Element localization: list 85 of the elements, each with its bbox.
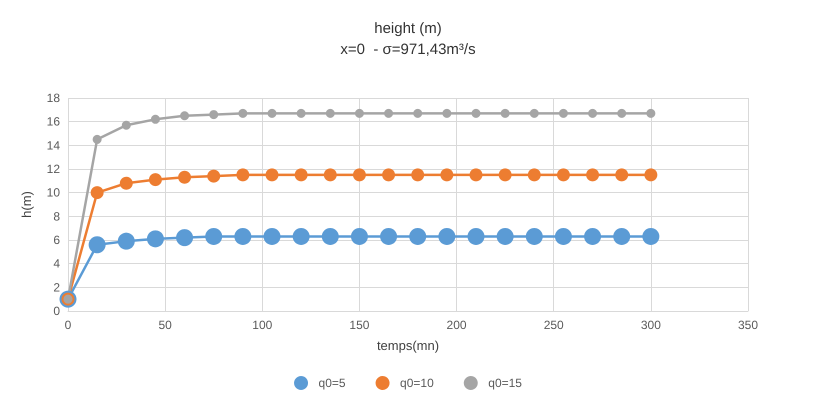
chart-title: height (m): [374, 20, 442, 37]
point: [148, 173, 162, 186]
point: [384, 108, 394, 118]
point: [324, 168, 337, 182]
point: [88, 236, 106, 254]
point: [470, 168, 482, 182]
point: [146, 230, 164, 248]
point: [122, 120, 131, 130]
point: [617, 108, 626, 118]
y-tick-label: 18: [46, 91, 60, 105]
point: [264, 228, 280, 245]
point: [584, 228, 602, 245]
point: [558, 108, 568, 118]
point: [350, 228, 368, 245]
x-tick-label: 350: [738, 318, 758, 332]
point: [120, 176, 133, 190]
point: [294, 168, 308, 182]
point: [530, 108, 539, 118]
point: [440, 168, 454, 182]
x-tick-label: 300: [640, 318, 662, 332]
x-tick-label: 50: [158, 318, 172, 332]
point: [207, 170, 220, 183]
x-axis-title: temps(mn): [376, 338, 440, 353]
point: [413, 108, 422, 118]
point: [382, 168, 396, 182]
legend-label: q0=15: [488, 376, 522, 390]
point: [442, 108, 452, 118]
point: [500, 108, 510, 118]
point: [496, 228, 514, 245]
y-axis-title: h(m): [19, 191, 34, 218]
y-tick-label: 8: [53, 209, 60, 224]
point: [92, 134, 102, 144]
point: [322, 228, 339, 245]
point: [380, 228, 398, 245]
point: [150, 114, 160, 124]
point: [118, 232, 135, 250]
x-tick-label: 150: [349, 318, 370, 332]
point: [209, 110, 218, 120]
point: [472, 108, 480, 118]
point: [586, 168, 600, 182]
x-tick-label: 250: [544, 318, 564, 332]
point: [468, 228, 484, 245]
x-tick-label: 200: [446, 318, 467, 332]
point: [266, 168, 278, 182]
point: [409, 228, 426, 245]
point: [176, 229, 194, 246]
legend-label: q0=5: [318, 376, 346, 390]
point: [178, 170, 192, 184]
point: [238, 108, 248, 118]
point: [90, 186, 104, 200]
point: [554, 228, 572, 245]
point: [556, 168, 570, 182]
point: [411, 168, 424, 182]
y-tick-label: 6: [53, 233, 60, 247]
point: [642, 228, 660, 245]
point: [268, 108, 276, 118]
x-tick-label: 100: [252, 318, 273, 332]
point: [613, 228, 630, 245]
y-tick-label: 10: [46, 186, 60, 200]
point: [354, 108, 364, 118]
point: [498, 168, 512, 182]
point: [438, 228, 456, 245]
point: [528, 168, 541, 182]
y-tick-label: 14: [46, 138, 60, 152]
point: [234, 228, 252, 245]
chart-subtitle: x=0 - σ=971,43m³/s: [340, 41, 476, 58]
x-tick-label: 0: [64, 318, 72, 332]
y-tick-label: 2: [53, 280, 60, 294]
y-tick-label: 4: [53, 256, 60, 271]
point: [526, 228, 543, 245]
point: [296, 108, 306, 118]
y-tick-label: 0: [53, 304, 60, 318]
y-tick-label: 16: [46, 114, 60, 129]
point: [588, 108, 598, 118]
point: [352, 168, 366, 182]
point: [326, 108, 335, 118]
legend-label: q0=10: [400, 376, 434, 390]
point: [180, 111, 190, 120]
point: [644, 168, 658, 182]
point: [615, 168, 628, 182]
point: [646, 108, 656, 118]
point: [292, 228, 310, 245]
point: [236, 168, 250, 182]
point: [205, 228, 222, 245]
y-tick-label: 12: [46, 162, 60, 176]
